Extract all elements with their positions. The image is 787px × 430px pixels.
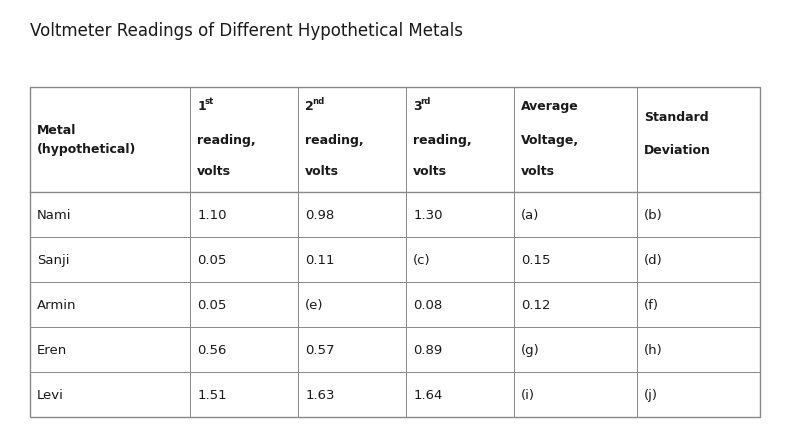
Text: volts: volts — [521, 165, 555, 178]
Text: 0.12: 0.12 — [521, 298, 551, 311]
Text: Nami: Nami — [37, 209, 72, 221]
Text: volts: volts — [413, 165, 447, 178]
Text: (i): (i) — [521, 388, 535, 401]
Text: Average: Average — [521, 100, 579, 113]
Text: 1.30: 1.30 — [413, 209, 442, 221]
Bar — [30, 88, 760, 417]
Text: volts: volts — [198, 165, 231, 178]
Text: (c): (c) — [413, 253, 430, 266]
Text: nd: nd — [312, 97, 324, 106]
Text: (f): (f) — [644, 298, 659, 311]
Text: 0.05: 0.05 — [198, 298, 227, 311]
Text: 1.63: 1.63 — [305, 388, 334, 401]
Text: Voltmeter Readings of Different Hypothetical Metals: Voltmeter Readings of Different Hypothet… — [30, 22, 463, 40]
Text: (g): (g) — [521, 343, 540, 356]
Text: volts: volts — [305, 165, 339, 178]
Text: 0.15: 0.15 — [521, 253, 551, 266]
Text: (e): (e) — [305, 298, 323, 311]
Text: (a): (a) — [521, 209, 540, 221]
Text: (b): (b) — [644, 209, 663, 221]
Text: 0.98: 0.98 — [305, 209, 334, 221]
Text: Metal
(hypothetical): Metal (hypothetical) — [37, 124, 136, 156]
Text: Voltage,: Voltage, — [521, 134, 579, 147]
Text: 0.89: 0.89 — [413, 343, 442, 356]
Text: 2: 2 — [305, 100, 314, 113]
Text: 3: 3 — [413, 100, 422, 113]
Text: (d): (d) — [644, 253, 663, 266]
Text: 0.56: 0.56 — [198, 343, 227, 356]
Text: Levi: Levi — [37, 388, 64, 401]
Text: 1.10: 1.10 — [198, 209, 227, 221]
Text: 0.05: 0.05 — [198, 253, 227, 266]
Text: Sanji: Sanji — [37, 253, 69, 266]
Text: reading,: reading, — [413, 134, 471, 147]
Text: Deviation: Deviation — [644, 144, 711, 157]
Text: st: st — [204, 97, 213, 106]
Text: Eren: Eren — [37, 343, 67, 356]
Text: (h): (h) — [644, 343, 663, 356]
Text: 0.57: 0.57 — [305, 343, 334, 356]
Text: 0.11: 0.11 — [305, 253, 334, 266]
Text: 1.51: 1.51 — [198, 388, 227, 401]
Text: Standard: Standard — [644, 111, 709, 123]
Text: reading,: reading, — [305, 134, 364, 147]
Text: 0.08: 0.08 — [413, 298, 442, 311]
Text: (j): (j) — [644, 388, 658, 401]
Text: 1.64: 1.64 — [413, 388, 442, 401]
Text: rd: rd — [420, 97, 430, 106]
Text: Armin: Armin — [37, 298, 76, 311]
Text: reading,: reading, — [198, 134, 256, 147]
Text: 1: 1 — [198, 100, 206, 113]
